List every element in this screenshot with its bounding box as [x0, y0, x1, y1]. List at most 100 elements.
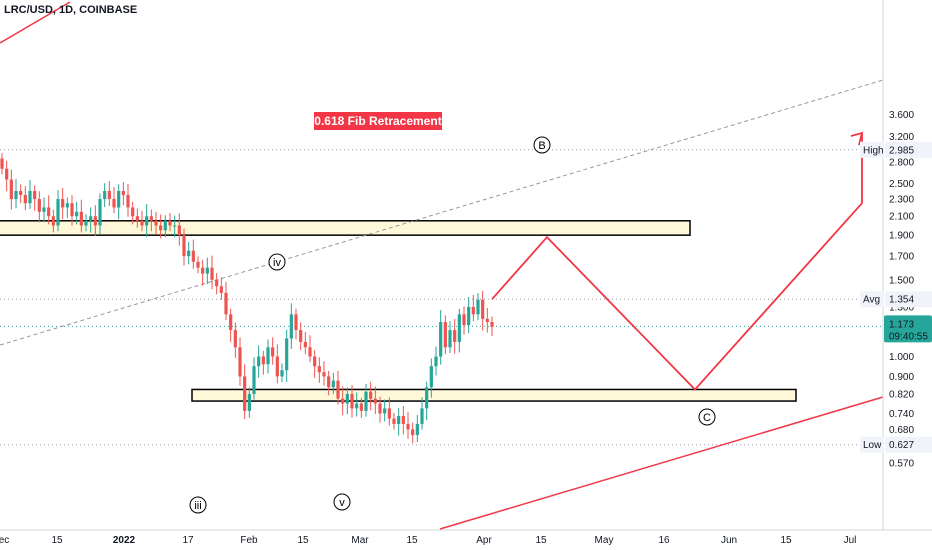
high-value-bg	[885, 141, 932, 158]
candle-body	[308, 347, 312, 357]
candle-body	[453, 330, 457, 342]
candle-body	[168, 220, 172, 226]
candle-body	[51, 216, 55, 226]
candle-body	[79, 211, 83, 226]
candle-body	[33, 190, 37, 200]
wave-label-iv: iv	[273, 257, 281, 269]
wave-label-circle	[333, 493, 351, 511]
candle-body	[252, 366, 256, 395]
wave-label-iii: iii	[194, 500, 201, 512]
candle-body	[420, 408, 424, 424]
candle-body	[443, 322, 447, 348]
candle-body	[233, 330, 237, 348]
support-resistance-zones	[0, 220, 797, 402]
wave-labels: B Civ iii v	[189, 136, 716, 514]
candle-body	[247, 394, 251, 411]
candle-body	[378, 403, 382, 414]
candle-body	[331, 380, 335, 388]
candle-body	[205, 267, 209, 274]
wave-label-circle	[698, 408, 716, 426]
price-tick-label: 1.000	[889, 352, 914, 363]
candle-body	[149, 216, 153, 221]
last-price-box	[884, 315, 932, 343]
candle-body	[341, 398, 345, 404]
candle-body	[439, 322, 443, 357]
candle-body	[373, 398, 377, 404]
candle-body	[5, 168, 9, 180]
candle-body	[135, 216, 139, 221]
low-tag-bg	[860, 436, 884, 453]
low-tag: Low	[863, 440, 882, 451]
candle-body	[271, 347, 275, 357]
c-target-zone	[191, 388, 797, 402]
candle-body	[392, 418, 396, 424]
time-tick-label: Jun	[721, 535, 737, 546]
candle-body	[0, 158, 4, 169]
avg-value-bg	[885, 291, 932, 308]
upper-trend-line	[0, 1, 71, 44]
time-tick-label: Jul	[844, 535, 857, 546]
candle-body	[406, 423, 410, 430]
time-axis[interactable]: ec 15 2022 17 Feb 15 Mar 15 Apr 15 May 16 Jun 15 Jul	[0, 529, 932, 546]
avg-tag: Avg	[863, 295, 880, 306]
candle-body	[467, 306, 471, 326]
candle-body	[210, 267, 214, 280]
candle-body	[257, 356, 261, 367]
candle-body	[299, 330, 303, 342]
time-tick-label: 15	[297, 535, 309, 546]
wave-label-circle	[268, 253, 286, 271]
candle-body	[56, 199, 60, 226]
candle-body	[201, 267, 205, 274]
candle-body	[355, 403, 359, 409]
countdown-timer: 09:40:55	[889, 331, 928, 342]
candle-body	[345, 394, 349, 404]
candle-body	[163, 220, 167, 231]
candle-body	[177, 225, 181, 236]
price-tick-label: 0.820	[889, 390, 914, 401]
candle-body	[61, 199, 65, 208]
candle-body	[107, 190, 111, 200]
fib-retracement-zone	[0, 220, 691, 236]
price-tick-label: 2.100	[889, 212, 914, 223]
candle-body	[131, 207, 135, 217]
symbol-title[interactable]: LRC/USD, 1D, COINBASE	[4, 4, 138, 16]
candle-body	[84, 220, 88, 226]
candle-body	[219, 286, 223, 293]
trend-lines	[0, 1, 884, 530]
wave-label-b: B	[538, 140, 545, 152]
candle-body	[117, 190, 121, 208]
candle-body	[411, 429, 415, 436]
time-tick-label: ec	[0, 535, 9, 546]
price-tick-label: 2.800	[889, 157, 914, 168]
candle-body	[103, 190, 107, 200]
high-tag-bg	[860, 141, 884, 158]
candlestick-series[interactable]	[0, 152, 494, 444]
wave-label-circle	[189, 496, 207, 514]
candle-body	[196, 261, 200, 268]
candle-body	[387, 408, 391, 419]
candle-body	[215, 279, 219, 287]
high-tag: High	[863, 145, 884, 156]
candle-body	[229, 314, 233, 331]
candle-body	[93, 216, 97, 226]
price-tick-label: 1.900	[889, 231, 914, 242]
candle-body	[425, 387, 429, 409]
candle-body	[266, 347, 270, 365]
time-tick-label: 17	[182, 535, 194, 546]
candle-body	[42, 207, 46, 212]
candle-body	[476, 299, 480, 315]
candle-body	[98, 199, 102, 226]
candle-body	[9, 179, 13, 200]
price-tick-label: 1.500	[889, 275, 914, 286]
candle-body	[294, 314, 298, 331]
price-tick-label: 2.500	[889, 179, 914, 190]
candle-body	[145, 216, 149, 226]
candle-body	[261, 356, 265, 365]
price-scale[interactable]: 3.600 3.200 2.800 2.500 2.300 2.100 1.900 1.700…	[860, 0, 932, 530]
high-value: 2.985	[889, 145, 914, 156]
candle-body	[383, 408, 387, 414]
candle-body	[121, 190, 125, 195]
candle-body	[238, 347, 242, 377]
wave-projection-path	[491, 133, 863, 391]
